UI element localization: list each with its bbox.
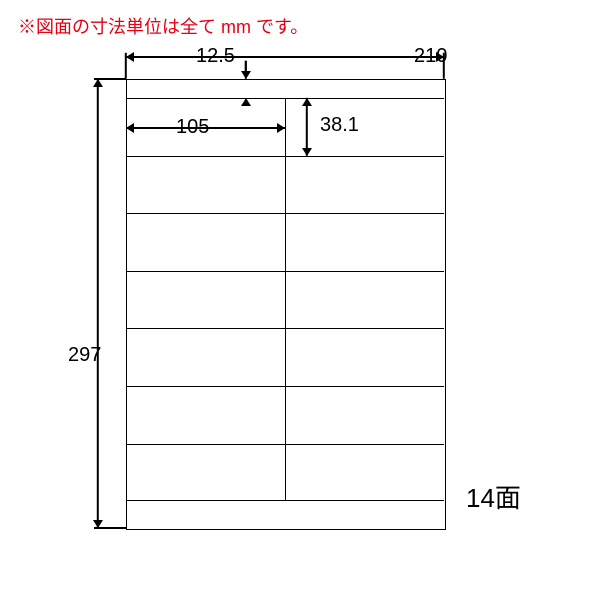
- dim-label-height: 38.1: [320, 114, 359, 137]
- label-cell: [285, 271, 444, 329]
- root: ※図面の寸法単位は全て mm です。 210 297 12.5 105 38.1…: [0, 0, 601, 601]
- label-cell: [285, 213, 444, 271]
- label-cell: [285, 444, 444, 502]
- label-cell: [285, 156, 444, 214]
- label-cell: [285, 386, 444, 444]
- label-cell: [285, 328, 444, 386]
- label-cell: [126, 444, 285, 502]
- label-cell: [126, 156, 285, 214]
- face-count: 14面: [466, 478, 521, 515]
- unit-note: ※図面の寸法単位は全て mm です。: [18, 13, 308, 39]
- label-cell: [126, 328, 285, 386]
- label-cell: [126, 271, 285, 329]
- label-cell: [126, 386, 285, 444]
- label-cell: [126, 213, 285, 271]
